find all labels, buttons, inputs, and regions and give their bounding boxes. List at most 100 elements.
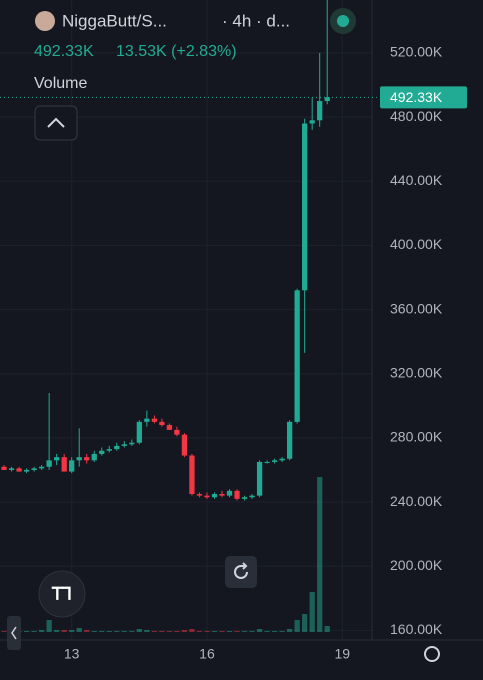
candle-body bbox=[159, 421, 165, 426]
y-tick-label: 200.00K bbox=[390, 557, 443, 573]
volume-bar bbox=[46, 620, 52, 632]
volume-bar bbox=[189, 629, 195, 632]
candle-body bbox=[189, 455, 195, 495]
candle-body bbox=[317, 101, 323, 121]
volume-bar bbox=[151, 631, 157, 632]
last-price-tag bbox=[380, 86, 467, 109]
volume-bar bbox=[76, 628, 82, 632]
candle-body bbox=[249, 495, 255, 498]
volume-bar bbox=[181, 630, 188, 632]
settings-icon[interactable] bbox=[424, 646, 440, 662]
candle-body bbox=[166, 425, 173, 430]
volume-bar bbox=[256, 629, 263, 632]
candle-body bbox=[196, 494, 203, 496]
y-tick-label: 280.00K bbox=[390, 429, 443, 445]
status-dot bbox=[337, 15, 349, 27]
volume-bar bbox=[114, 631, 120, 632]
axes: 160.00K 200.00K 240.00K 280.00K 320.00K 360.0… bbox=[0, 44, 467, 662]
y-tick-label: 320.00K bbox=[390, 364, 443, 380]
volume-bar bbox=[196, 631, 203, 632]
candle-body bbox=[219, 494, 225, 496]
x-tick-label: 13 bbox=[64, 646, 80, 662]
candle-body bbox=[302, 123, 308, 291]
candle-body bbox=[181, 434, 188, 456]
candle-body bbox=[211, 494, 218, 498]
candle-body bbox=[287, 421, 293, 459]
volume-pane bbox=[1, 477, 330, 632]
y-tick-label: 160.00K bbox=[390, 621, 443, 637]
candle-body bbox=[76, 457, 82, 461]
candle-body bbox=[23, 469, 30, 472]
candle-body bbox=[31, 468, 37, 470]
volume-bar bbox=[61, 630, 67, 632]
volume-bar bbox=[99, 631, 105, 632]
candle-body bbox=[136, 421, 142, 443]
candle-body bbox=[264, 461, 270, 463]
volume-bar bbox=[23, 631, 30, 632]
symbol-title: NiggaButt/S... bbox=[62, 11, 167, 30]
candle-body bbox=[294, 290, 300, 422]
volume-bar bbox=[136, 629, 142, 632]
volume-bar bbox=[249, 631, 255, 632]
candle-body bbox=[174, 429, 180, 435]
y-tick-label: 240.00K bbox=[390, 493, 443, 509]
candle-body bbox=[54, 457, 60, 461]
volume-bar bbox=[84, 630, 90, 632]
volume-bar bbox=[204, 631, 210, 632]
candle-body bbox=[121, 444, 127, 446]
volume-bar bbox=[219, 631, 225, 632]
collapse-button[interactable] bbox=[34, 105, 78, 141]
volume-bar bbox=[264, 631, 270, 632]
volume-bar bbox=[129, 631, 135, 632]
volume-bar bbox=[69, 630, 75, 632]
volume-bar bbox=[54, 630, 60, 632]
candle-body bbox=[256, 461, 263, 496]
volume-bar bbox=[106, 631, 112, 632]
candle-body bbox=[84, 457, 90, 461]
last-price-label: 492.33K bbox=[390, 89, 443, 105]
candle-body bbox=[271, 460, 278, 462]
candle-body bbox=[324, 97, 330, 102]
volume-bar bbox=[234, 631, 240, 632]
x-tick-label: 16 bbox=[199, 646, 215, 662]
candle-body bbox=[106, 449, 112, 451]
candle-body bbox=[16, 468, 22, 472]
side-handle-icon bbox=[11, 626, 17, 640]
reset-icon bbox=[234, 562, 248, 579]
volume-bar bbox=[226, 631, 233, 632]
candle-body bbox=[129, 442, 135, 445]
candle-body bbox=[204, 495, 210, 498]
collapse-icon bbox=[47, 117, 65, 128]
volume-bar bbox=[31, 631, 37, 632]
token-icon bbox=[35, 11, 55, 31]
candle-body bbox=[99, 450, 105, 454]
volume-bar bbox=[91, 631, 97, 632]
volume-bar bbox=[309, 592, 315, 632]
volume-bar bbox=[211, 631, 218, 632]
side-handle[interactable] bbox=[7, 616, 21, 650]
candle-body bbox=[91, 453, 97, 461]
y-tick-label: 480.00K bbox=[390, 108, 443, 124]
volume-bar bbox=[279, 631, 285, 632]
volume-label: Volume bbox=[34, 75, 87, 92]
volume-bar bbox=[1, 631, 7, 632]
candles bbox=[1, 0, 330, 501]
reset-button[interactable] bbox=[225, 556, 257, 588]
candle-body bbox=[39, 466, 45, 469]
candle-body bbox=[144, 418, 150, 422]
candle-body bbox=[309, 120, 315, 124]
y-tick-label: 520.00K bbox=[390, 44, 443, 60]
volume-bar bbox=[294, 620, 300, 632]
volume-bar bbox=[324, 626, 330, 632]
candle-body bbox=[46, 460, 52, 467]
volume-bar bbox=[287, 629, 293, 632]
candle-body bbox=[151, 418, 157, 422]
candle-body bbox=[69, 460, 75, 472]
y-tick-label: 360.00K bbox=[390, 300, 443, 316]
logo-button[interactable] bbox=[38, 570, 86, 618]
volume-bar bbox=[159, 631, 165, 632]
interval: · 4h · d... bbox=[222, 11, 290, 30]
volume-bar bbox=[241, 631, 248, 632]
